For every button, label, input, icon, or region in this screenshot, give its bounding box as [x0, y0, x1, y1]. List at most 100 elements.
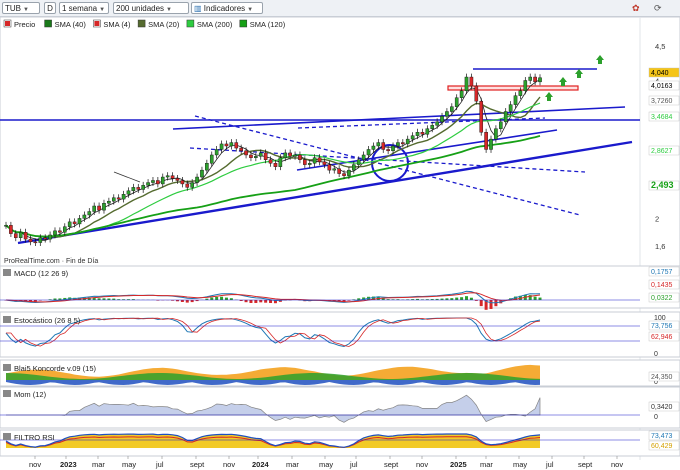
candle — [72, 218, 77, 228]
legend-item: SMA (200) — [186, 19, 233, 29]
candle — [273, 159, 278, 171]
x-tick-label: mar — [286, 460, 299, 469]
candle — [293, 151, 297, 160]
mom-tick-0: 0 — [654, 414, 658, 421]
candle — [190, 179, 194, 191]
candle — [484, 128, 488, 153]
price-label: 3,4684 — [648, 111, 680, 122]
symbol-value: TUB — [5, 4, 21, 13]
candle — [523, 77, 528, 95]
price-label: 4,040 — [648, 67, 680, 78]
svg-text:2,493: 2,493 — [651, 180, 674, 190]
candle — [464, 73, 469, 95]
bar-chart-icon: ▥ — [194, 4, 202, 13]
candle — [4, 221, 8, 229]
candle — [356, 156, 361, 169]
candle — [131, 183, 136, 195]
candle — [508, 101, 513, 115]
macd-histogram-bar — [362, 297, 366, 300]
macd-histogram-bar — [131, 299, 135, 300]
svg-text:4,040: 4,040 — [651, 70, 669, 77]
toolbar: TUB ▼ D 1 semana ▼ 200 unidades ▼ ▥ Indicad… — [0, 0, 680, 17]
mom-title: Mom (12) — [14, 390, 47, 399]
y-tick-label: 4,5 — [655, 42, 665, 51]
candle — [342, 170, 346, 180]
units-select[interactable]: 200 unidades ▼ — [113, 2, 189, 14]
macd-histogram-bar — [342, 300, 346, 302]
candle — [499, 118, 503, 133]
arrow-up-icon — [575, 69, 583, 78]
candle — [87, 208, 92, 219]
candle — [62, 223, 67, 236]
macd-histogram-bar — [479, 300, 483, 307]
candle — [102, 199, 106, 214]
koncorde-green-area — [6, 373, 540, 380]
candle — [533, 73, 537, 86]
macd-histogram-bar — [33, 300, 37, 302]
candle — [77, 214, 82, 228]
macd-histogram-bar — [102, 298, 106, 300]
symbol-select[interactable]: TUB ▼ — [2, 2, 40, 14]
macd-histogram-bar — [460, 297, 464, 300]
macd-histogram-bar — [450, 298, 454, 300]
candle — [67, 218, 72, 231]
candle — [195, 173, 199, 186]
candle — [13, 230, 18, 242]
mom-icon — [3, 390, 11, 397]
macd-histogram-bar — [220, 296, 224, 300]
candle — [258, 149, 263, 160]
macd-histogram-bar — [229, 298, 233, 300]
candle — [219, 140, 224, 153]
x-tick-label: may — [319, 460, 333, 469]
sma-20-line — [5, 96, 541, 238]
candle — [430, 121, 435, 133]
macd-histogram-bar — [259, 300, 263, 303]
indicators-button[interactable]: ▥ Indicadores ▼ — [191, 2, 263, 14]
macd-histogram-bar — [371, 296, 375, 300]
candle — [450, 103, 454, 115]
macd-histogram-bar — [440, 298, 444, 300]
candle — [136, 183, 141, 193]
candle — [180, 177, 185, 188]
refresh-icon[interactable]: ⟳ — [654, 3, 662, 13]
svg-text:24,350: 24,350 — [651, 374, 673, 381]
macd-signal-line — [5, 292, 541, 303]
macd-histogram-bar — [190, 300, 194, 303]
candle — [151, 177, 155, 186]
annotation-line — [113, 171, 141, 183]
candles — [4, 73, 542, 246]
candle — [185, 180, 190, 191]
candle — [322, 158, 327, 169]
macd-histogram-bar — [430, 299, 434, 300]
candle — [244, 147, 248, 159]
svg-text:SMA (120): SMA (120) — [250, 20, 286, 29]
macd-histogram-bar — [528, 295, 532, 300]
macd-histogram-bar — [416, 298, 420, 300]
price-label: 2,8627 — [648, 145, 680, 156]
macd-histogram-bar — [435, 298, 439, 300]
candle — [283, 149, 288, 162]
resistance-zone — [447, 85, 579, 91]
macd-histogram-bar — [386, 299, 390, 300]
macd-title: MACD (12 26 9) — [14, 269, 69, 278]
x-tick-label: nov — [29, 460, 41, 469]
macd-histogram-bar — [538, 297, 542, 300]
candle — [366, 146, 371, 159]
candle — [327, 161, 332, 174]
candle — [141, 181, 145, 193]
candle — [170, 172, 175, 182]
candle — [23, 228, 28, 243]
settings-icon[interactable]: ✿ — [632, 3, 640, 13]
candle — [317, 154, 322, 166]
period-select[interactable]: 1 semana ▼ — [59, 2, 109, 14]
candle — [209, 151, 214, 167]
candle — [405, 135, 410, 148]
x-tick-label: may — [513, 460, 527, 469]
chevron-down-icon: ▼ — [247, 7, 254, 13]
mode-button[interactable]: D — [44, 2, 56, 14]
candle — [48, 231, 52, 243]
macd-histogram-bar — [126, 299, 130, 300]
candle — [303, 156, 307, 169]
candle — [386, 146, 390, 155]
macd-value-label: 0,0322 — [648, 292, 680, 303]
